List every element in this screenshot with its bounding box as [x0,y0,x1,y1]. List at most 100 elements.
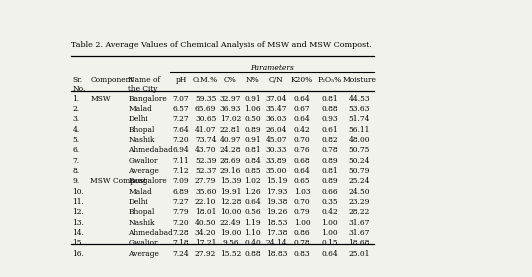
Text: 25.01: 25.01 [348,250,370,258]
Text: 1.: 1. [72,95,79,103]
Text: 17.21: 17.21 [195,240,217,247]
Text: 35.47: 35.47 [265,105,287,113]
Text: 1.00: 1.00 [294,219,310,227]
Text: 34.20: 34.20 [195,229,217,237]
Text: 25.24: 25.24 [348,178,370,185]
Text: 0.15: 0.15 [321,240,338,247]
Text: Gwalior: Gwalior [128,157,158,165]
Text: 0.76: 0.76 [294,146,310,154]
Text: 30.33: 30.33 [265,146,287,154]
Text: 0.78: 0.78 [321,146,338,154]
Text: 0.88: 0.88 [245,250,261,258]
Text: 0.64: 0.64 [245,198,261,206]
Text: 35.00: 35.00 [265,167,287,175]
Text: 2.: 2. [72,105,79,113]
Text: 0.82: 0.82 [321,136,338,144]
Text: 40.97: 40.97 [220,136,241,144]
Text: 19.38: 19.38 [265,198,287,206]
Text: 19.26: 19.26 [265,209,287,216]
Text: 52.39: 52.39 [195,157,217,165]
Text: Component: Component [90,76,134,84]
Text: 1.06: 1.06 [245,105,261,113]
Text: O.M.%: O.M.% [193,76,218,84]
Text: 0.67: 0.67 [294,105,310,113]
Text: 7.79: 7.79 [173,209,189,216]
Text: 7.07: 7.07 [173,95,189,103]
Text: 18.83: 18.83 [265,250,287,258]
Text: 1.03: 1.03 [294,188,310,196]
Text: 7.09: 7.09 [173,178,189,185]
Text: 0.91: 0.91 [245,136,261,144]
Text: 0.85: 0.85 [245,167,261,175]
Text: Ahmedabad: Ahmedabad [128,229,173,237]
Text: 7.20: 7.20 [173,219,189,227]
Text: 0.35: 0.35 [321,198,338,206]
Text: 0.64: 0.64 [294,167,310,175]
Text: 36.03: 36.03 [265,115,287,123]
Text: 17.93: 17.93 [265,188,287,196]
Text: 27.92: 27.92 [195,250,217,258]
Text: 1.00: 1.00 [321,229,338,237]
Text: 53.63: 53.63 [348,105,370,113]
Text: 0.83: 0.83 [294,250,310,258]
Text: Sr.
No.: Sr. No. [72,76,86,93]
Text: 9.: 9. [72,178,79,185]
Text: Average: Average [128,167,159,175]
Text: 28.69: 28.69 [220,157,241,165]
Text: 0.88: 0.88 [321,105,338,113]
Text: 1.02: 1.02 [245,178,261,185]
Text: 7.64: 7.64 [173,126,189,134]
Text: 24.14: 24.14 [265,240,287,247]
Text: 0.56: 0.56 [245,209,261,216]
Text: 15.52: 15.52 [220,250,241,258]
Text: 6.57: 6.57 [173,105,189,113]
Text: Name of
the City: Name of the City [128,76,161,93]
Text: 45.07: 45.07 [265,136,287,144]
Text: 6.: 6. [72,146,79,154]
Text: Ahmedabad: Ahmedabad [128,146,173,154]
Text: 27.79: 27.79 [195,178,217,185]
Text: 41.07: 41.07 [195,126,217,134]
Text: 24.50: 24.50 [348,188,370,196]
Text: 8.: 8. [72,167,79,175]
Text: 12.28: 12.28 [220,198,241,206]
Text: 7.27: 7.27 [173,198,189,206]
Text: 50.79: 50.79 [348,167,370,175]
Text: 56.11: 56.11 [348,126,370,134]
Text: 44.53: 44.53 [348,95,370,103]
Text: Delhi: Delhi [128,115,148,123]
Text: 0.86: 0.86 [294,229,310,237]
Text: 1.10: 1.10 [245,229,261,237]
Text: 65.69: 65.69 [195,105,217,113]
Text: Nashik: Nashik [128,219,155,227]
Text: 6.89: 6.89 [173,188,189,196]
Text: 0.70: 0.70 [294,136,310,144]
Text: Malad: Malad [128,105,152,113]
Text: C/N: C/N [269,76,284,84]
Text: 31.67: 31.67 [348,219,370,227]
Text: 73.74: 73.74 [195,136,217,144]
Text: 3.: 3. [72,115,79,123]
Text: 0.93: 0.93 [321,115,338,123]
Text: Table 2. Average Values of Chemical Analysis of MSW and MSW Compost.: Table 2. Average Values of Chemical Anal… [71,41,372,49]
Text: Moisture: Moisture [342,76,376,84]
Text: 15.39: 15.39 [220,178,241,185]
Text: pH: pH [176,76,187,84]
Text: 7.12: 7.12 [173,167,189,175]
Text: 0.64: 0.64 [294,95,310,103]
Text: 7.20: 7.20 [173,136,189,144]
Text: 29.16: 29.16 [220,167,241,175]
Text: 0.81: 0.81 [321,95,338,103]
Text: Nashik: Nashik [128,136,155,144]
Text: 50.24: 50.24 [348,157,370,165]
Text: 0.61: 0.61 [321,126,338,134]
Text: 17.02: 17.02 [220,115,241,123]
Text: N%: N% [246,76,260,84]
Text: 16.: 16. [72,250,84,258]
Text: 22.81: 22.81 [220,126,241,134]
Text: 5.: 5. [72,136,79,144]
Text: 0.81: 0.81 [321,167,338,175]
Text: 36.93: 36.93 [220,105,241,113]
Text: Parameters: Parameters [250,64,294,72]
Text: 32.97: 32.97 [220,95,241,103]
